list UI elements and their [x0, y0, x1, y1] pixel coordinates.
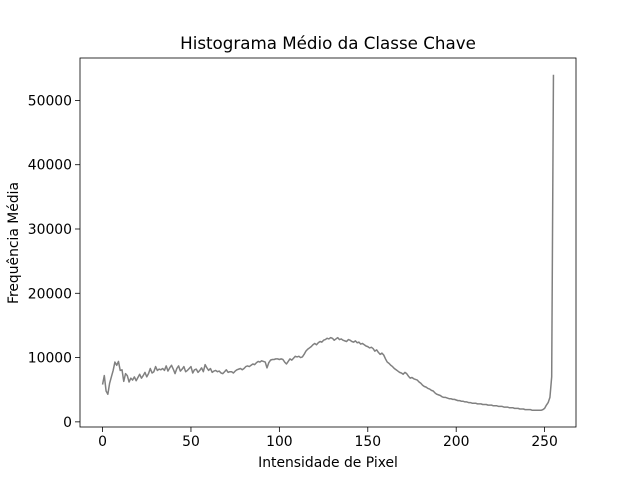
y-tick-label: 20000 — [28, 286, 72, 302]
x-tick-label: 0 — [98, 434, 107, 450]
y-tick-label: 30000 — [28, 222, 72, 238]
y-tick-label: 0 — [63, 415, 72, 431]
chart-title: Histograma Médio da Classe Chave — [180, 33, 476, 53]
y-axis-label: Frequência Média — [6, 182, 22, 304]
y-tick-label: 10000 — [28, 351, 72, 367]
y-tick-label: 40000 — [28, 158, 72, 174]
x-tick-label: 100 — [266, 434, 293, 450]
x-axis-label: Intensidade de Pixel — [258, 455, 398, 471]
y-tick-label: 50000 — [28, 93, 72, 109]
x-tick-label: 150 — [355, 434, 382, 450]
x-tick-label: 50 — [182, 434, 200, 450]
plot-frame — [79, 57, 577, 428]
x-tick-label: 200 — [443, 434, 470, 450]
line-series — [101, 74, 555, 412]
x-tick-label: 250 — [531, 434, 558, 450]
